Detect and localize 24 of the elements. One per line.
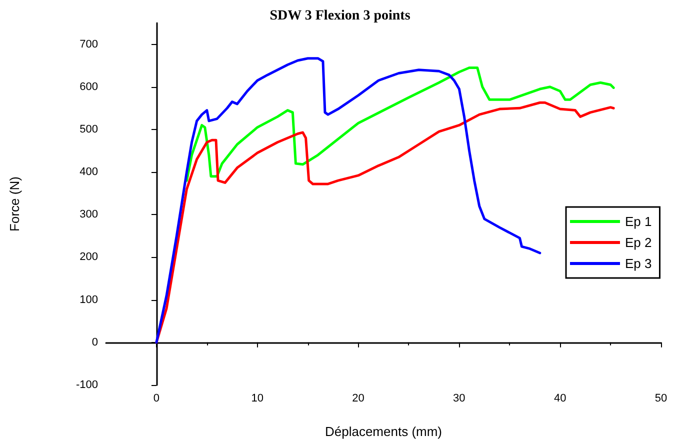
x-tick-label: 50 [654, 392, 668, 404]
y-tick-label: 500 [80, 123, 98, 136]
x-tick-label: 30 [453, 392, 466, 404]
chart-title: SDW 3 Flexion 3 points [270, 8, 411, 24]
y-tick-label: 200 [80, 251, 98, 264]
x-tick-label: 0 [153, 392, 160, 404]
x-tick-label: 20 [352, 392, 364, 404]
x-tick-label: 10 [251, 392, 264, 404]
legend-label: Ep 1 [625, 214, 652, 229]
x-tick-label: 40 [554, 392, 566, 404]
legend-label: Ep 3 [625, 256, 652, 271]
y-tick-label: -100 [76, 379, 98, 391]
y-tick-label: 700 [80, 38, 98, 50]
line-series [155, 101, 615, 344]
y-axis-title: Force (N) [7, 176, 22, 232]
y-tick-label: 400 [80, 166, 98, 178]
y-tick-label: 300 [80, 208, 98, 221]
x-axis-title: Déplacements (mm) [324, 424, 442, 439]
y-tick-label: 100 [80, 294, 98, 306]
y-tick-label: 0 [92, 336, 98, 348]
line-series [155, 57, 542, 344]
y-tick-label: 600 [80, 80, 98, 93]
legend-label: Ep 2 [625, 235, 652, 250]
line-series [185, 66, 615, 182]
